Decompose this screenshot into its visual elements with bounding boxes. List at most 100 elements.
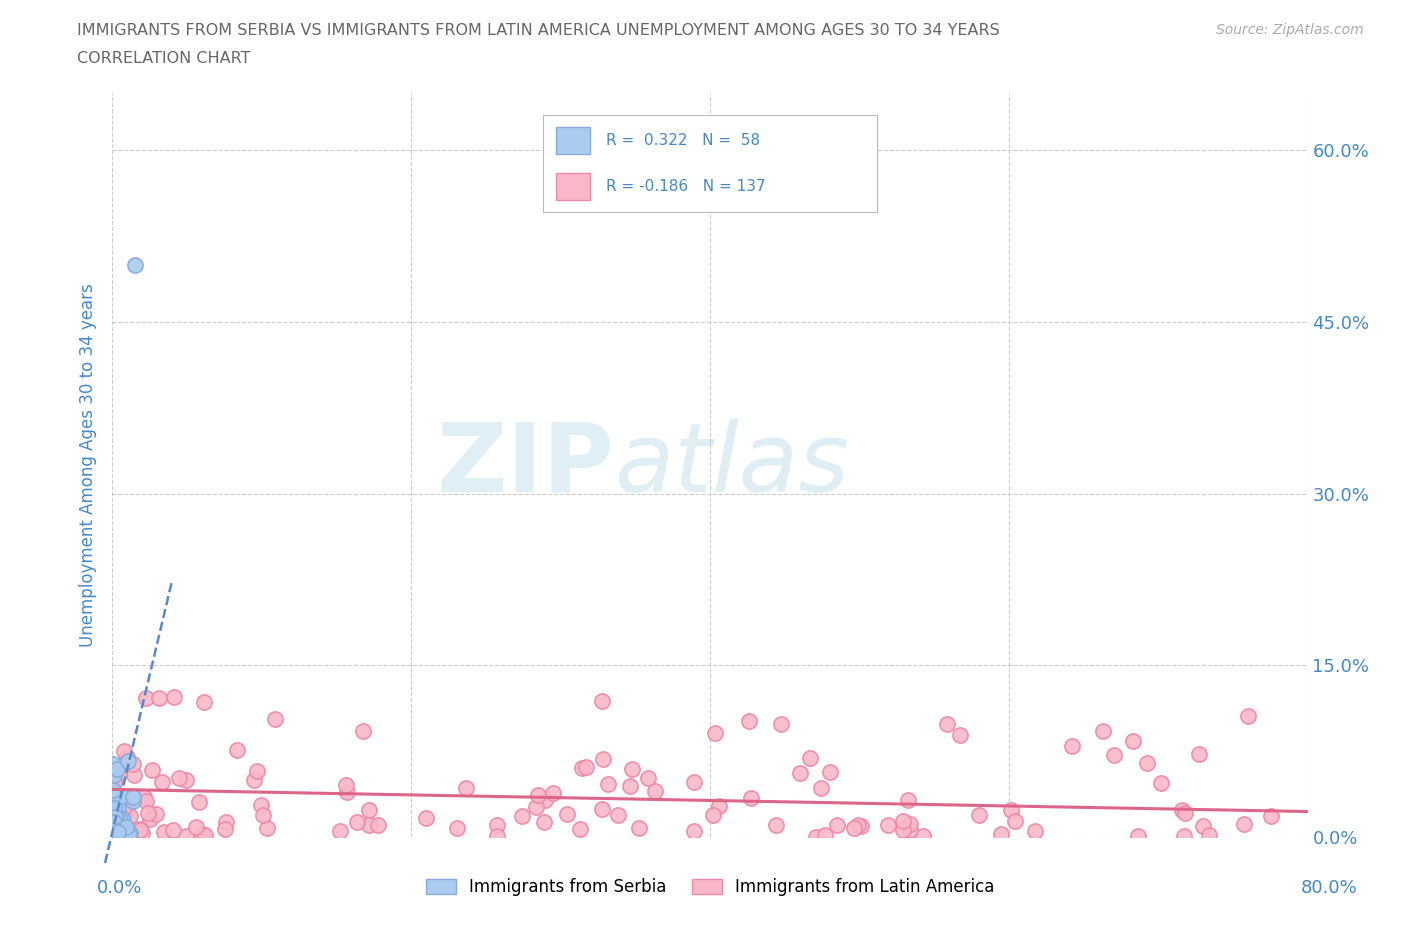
Point [818, 765, 841, 780]
Point [121, 794, 143, 809]
Point [110, 822, 132, 837]
Point [104, 824, 127, 839]
Point [103, 801, 125, 816]
Point [114, 743, 136, 758]
Point [704, 725, 727, 740]
Point [799, 751, 821, 765]
Point [214, 822, 236, 837]
Point [103, 817, 125, 831]
Point [174, 772, 197, 787]
Point [108, 825, 131, 840]
Point [571, 761, 593, 776]
Point [141, 763, 163, 777]
Point [1104, 748, 1126, 763]
Point [243, 773, 266, 788]
Point [1091, 724, 1114, 738]
Point [103, 826, 125, 841]
Point [524, 800, 547, 815]
Point [118, 808, 141, 823]
Point [103, 788, 125, 803]
Point [456, 781, 478, 796]
Point [122, 790, 145, 804]
Point [596, 777, 619, 791]
Point [103, 803, 125, 817]
Point [101, 812, 124, 827]
Point [150, 775, 173, 790]
Point [738, 713, 761, 728]
Point [108, 824, 131, 839]
Point [1233, 817, 1256, 831]
Point [107, 801, 129, 816]
Point [134, 790, 156, 804]
Point [357, 817, 380, 832]
Point [891, 814, 914, 829]
Point [789, 765, 811, 780]
Point [194, 828, 217, 843]
Point [246, 764, 269, 779]
Point [112, 814, 135, 829]
Point [105, 814, 128, 829]
Point [104, 823, 127, 838]
Point [1188, 747, 1211, 762]
Point [107, 810, 129, 825]
Point [108, 765, 131, 780]
Text: CORRELATION CHART: CORRELATION CHART [77, 51, 250, 66]
Point [534, 792, 557, 807]
Point [107, 829, 129, 844]
Point [256, 820, 278, 835]
Point [103, 830, 125, 844]
Point [1237, 709, 1260, 724]
Point [1260, 809, 1282, 824]
Point [644, 783, 666, 798]
Point [103, 775, 125, 790]
Point [108, 829, 131, 844]
Point [1004, 814, 1026, 829]
Point [110, 816, 132, 830]
Point [683, 775, 706, 790]
Point [353, 724, 375, 739]
Point [105, 826, 128, 841]
Point [1171, 803, 1194, 817]
Point [486, 829, 509, 844]
Point [118, 828, 141, 843]
Point [949, 727, 972, 742]
Point [103, 813, 125, 828]
Point [226, 743, 249, 758]
Point [1000, 803, 1022, 817]
Point [129, 823, 152, 838]
Point [1024, 823, 1046, 838]
Point [103, 817, 125, 832]
Point [329, 824, 352, 839]
Point [898, 822, 921, 837]
Point [107, 794, 129, 809]
Point [153, 825, 176, 840]
Point [103, 822, 125, 837]
Point [1122, 734, 1144, 749]
Point [187, 794, 209, 809]
Point [145, 806, 167, 821]
Point [619, 779, 641, 794]
Point [215, 815, 238, 830]
Text: ZIP: ZIP [436, 418, 614, 512]
Point [103, 799, 125, 814]
Text: 0.0%: 0.0% [97, 879, 142, 897]
Point [121, 756, 143, 771]
Point [115, 819, 138, 834]
Text: 80.0%: 80.0% [1301, 879, 1357, 897]
Point [131, 825, 153, 840]
Point [167, 771, 190, 786]
Point [184, 819, 207, 834]
Point [898, 817, 921, 832]
Point [115, 803, 138, 817]
Point [148, 691, 170, 706]
Text: IMMIGRANTS FROM SERBIA VS IMMIGRANTS FROM LATIN AMERICA UNEMPLOYMENT AMONG AGES : IMMIGRANTS FROM SERBIA VS IMMIGRANTS FRO… [77, 23, 1000, 38]
Point [104, 827, 127, 842]
Text: Source: ZipAtlas.com: Source: ZipAtlas.com [1216, 23, 1364, 37]
Point [607, 807, 630, 822]
Point [111, 810, 134, 825]
Point [163, 689, 186, 704]
Point [105, 821, 128, 836]
Point [103, 815, 125, 830]
Point [103, 811, 125, 826]
Point [810, 780, 832, 795]
